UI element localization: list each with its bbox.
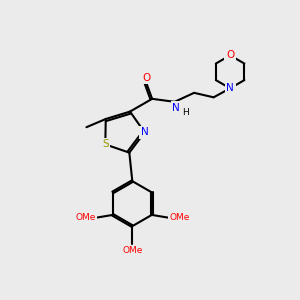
- Text: N: N: [226, 83, 234, 93]
- Text: S: S: [102, 140, 109, 149]
- Text: OMe: OMe: [169, 213, 190, 222]
- Text: N: N: [141, 128, 148, 137]
- Text: O: O: [142, 73, 150, 83]
- Text: N: N: [172, 103, 180, 113]
- Text: O: O: [226, 50, 234, 60]
- Text: OMe: OMe: [122, 246, 142, 255]
- Text: H: H: [182, 108, 188, 117]
- Text: OMe: OMe: [75, 213, 95, 222]
